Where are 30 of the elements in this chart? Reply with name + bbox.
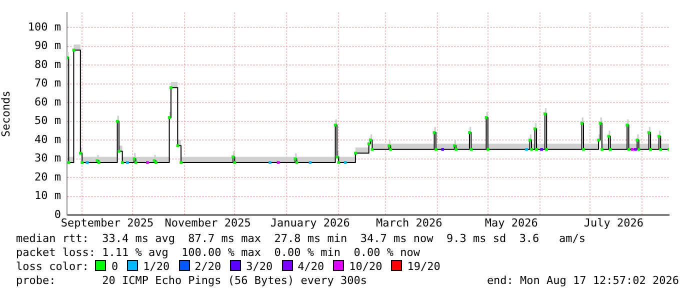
y-tick-label: 40 m	[34, 132, 62, 146]
legend-title: loss color:	[16, 260, 90, 273]
y-tick-label: 10 m	[34, 189, 62, 202]
legend-label: 2/20	[194, 260, 222, 274]
x-tick-label: May 2026	[484, 216, 538, 230]
y-tick-label: 90 m	[34, 39, 62, 52]
y-tick-label: 80 m	[34, 58, 62, 71]
y-tick-label: 100 m	[28, 20, 62, 34]
legend-label: 10/20	[348, 260, 382, 274]
y-tick-label: 20 m	[34, 170, 62, 184]
legend-label: 4/20	[296, 260, 324, 274]
x-tick-label: July 2026	[584, 216, 644, 230]
x-tick-label: March 2026	[376, 216, 442, 230]
text: probe: 20 ICMP Echo Pings (56 Bytes) every 300s	[16, 274, 367, 288]
y-tick-label: 0	[54, 208, 61, 221]
legend-label: 0	[110, 260, 118, 274]
x-tick-label: November 2025	[164, 216, 251, 230]
legend-label: 19/20	[406, 260, 440, 274]
x-tick-label: September 2025	[60, 216, 154, 230]
text: median rtt: 33.4 ms avg 87.7 ms max 27.8 ms min 34.7 ms now 9.3 ms sd 3.6 am/s	[15, 232, 587, 246]
text: packet loss: 1.11 % avg 100.00 % max 0.00 % min 0.00 % now	[15, 246, 421, 260]
legend-label: 1/20	[142, 260, 170, 274]
y-tick-label: 60 m	[34, 95, 62, 108]
y-tick-label: 30 m	[34, 152, 62, 165]
text: end: Mon Aug 17 12:57:02 2026	[486, 274, 679, 288]
x-tick-label: January 2026	[270, 216, 350, 230]
legend-label: 3/20	[245, 260, 273, 274]
y-tick-label: 50 m	[34, 114, 62, 128]
y-tick-label: 70 m	[34, 76, 62, 90]
y-axis-title: Seconds	[0, 90, 12, 137]
